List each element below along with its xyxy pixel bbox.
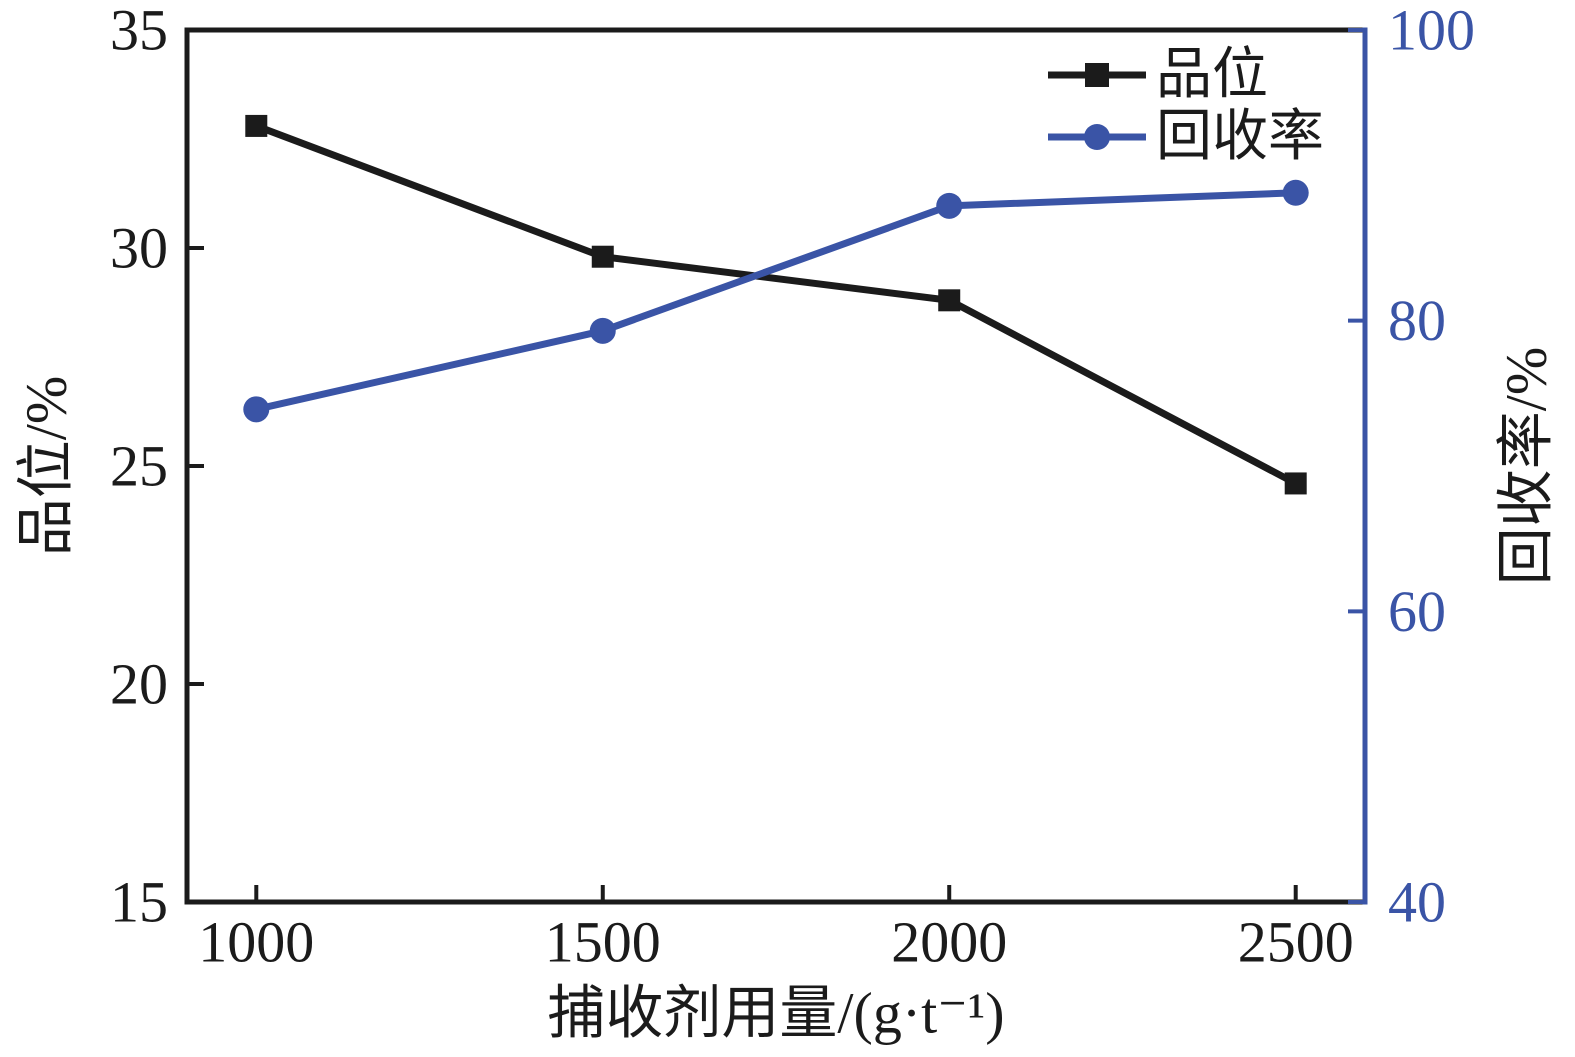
x-axis-title: 捕收剂用量/(g·t⁻¹) bbox=[547, 981, 1004, 1046]
legend-square-marker-icon bbox=[1085, 63, 1109, 87]
recovery-marker bbox=[1282, 179, 1309, 206]
right-axis-tick-label: 60 bbox=[1388, 579, 1446, 644]
left-axis-tick-label: 25 bbox=[110, 434, 168, 499]
right-axis-tick-label: 80 bbox=[1388, 288, 1446, 353]
grade-marker bbox=[1284, 472, 1307, 495]
left-axis-tick-label: 15 bbox=[110, 870, 168, 935]
left-axis-tick-label: 30 bbox=[110, 216, 168, 281]
grade-marker bbox=[245, 114, 268, 137]
left-axis-title: 品位/% bbox=[14, 376, 79, 556]
grade-marker bbox=[938, 289, 961, 312]
right-axis: 40 60 80 100 bbox=[1348, 0, 1475, 935]
recovery-marker bbox=[936, 192, 963, 219]
left-axis-tick-label: 35 bbox=[110, 0, 168, 63]
grade-line bbox=[255, 122, 1298, 487]
recovery-marker bbox=[243, 396, 270, 423]
grade-marker bbox=[591, 245, 614, 268]
left-axis: 15 20 25 30 35 bbox=[110, 0, 204, 935]
plot-frame bbox=[184, 27, 1368, 905]
x-axis-tick-label: 1000 bbox=[198, 910, 314, 975]
legend-item-grade: 品位 bbox=[1048, 44, 1268, 106]
x-axis-tick-label: 2000 bbox=[891, 910, 1007, 975]
legend-label: 回收率 bbox=[1156, 106, 1324, 168]
right-axis-tick-label: 40 bbox=[1388, 870, 1446, 935]
x-axis: 1000 1500 2000 2500 bbox=[198, 885, 1354, 975]
recovery-marker bbox=[589, 317, 616, 344]
x-axis-tick-label: 2500 bbox=[1238, 910, 1354, 975]
left-axis-tick-label: 20 bbox=[110, 652, 168, 717]
legend-item-recovery: 回收率 bbox=[1048, 106, 1324, 168]
right-axis-tick-label: 100 bbox=[1388, 0, 1475, 63]
x-axis-tick-label: 1500 bbox=[545, 910, 661, 975]
recovery-line bbox=[255, 189, 1296, 413]
legend-circle-marker-icon bbox=[1084, 124, 1110, 150]
grade-series bbox=[245, 114, 1307, 495]
recovery-series bbox=[243, 179, 1309, 423]
legend-label: 品位 bbox=[1156, 44, 1268, 106]
right-axis-title: 回收率/% bbox=[1494, 347, 1559, 585]
